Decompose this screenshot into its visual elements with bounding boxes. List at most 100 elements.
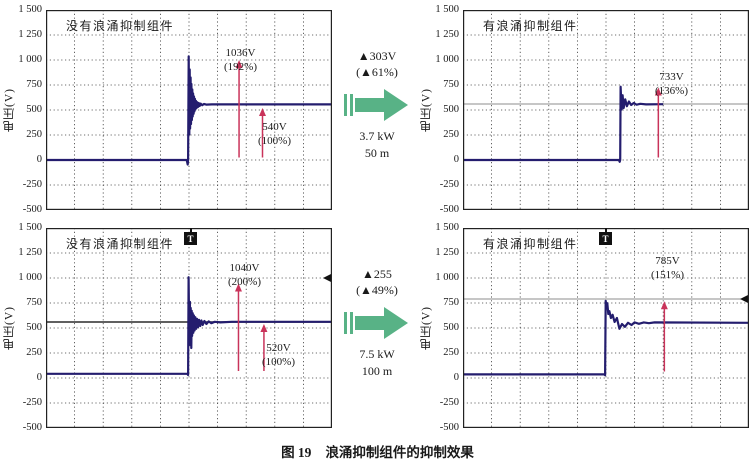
plot-area: 没有浪涌抑制组件 1036V (192%) 540V (100%) (46, 10, 332, 210)
chart-panel-top-right: 电压(V) 1 500 1 250 1 000 750 500 250 0 -250 -500 … (417, 4, 755, 217)
annotation-percent: (192%) (224, 61, 257, 74)
y-tick-label: 0 (453, 372, 459, 383)
oscilloscope-trace (46, 228, 332, 428)
y-tick-label: -500 (439, 422, 459, 433)
y-axis-ticks: 1 500 1 250 1 000 750 500 250 0 -250 -500 (429, 4, 461, 215)
edge-marker (740, 295, 748, 303)
y-tick-label: 250 (26, 347, 42, 358)
measure-arrowhead (259, 108, 267, 116)
annotation-peak: 1040V (200%) (228, 261, 261, 290)
right-arrow-icon (344, 307, 408, 340)
y-tick-label: -250 (22, 397, 42, 408)
annotation-value: 1036V (225, 47, 256, 59)
annotation-steady: 520V (100%) (262, 341, 295, 370)
y-tick-label: 500 (26, 104, 42, 115)
oscilloscope-trace (463, 228, 749, 428)
y-tick-label: 1 500 (435, 222, 459, 233)
waveform (463, 299, 749, 377)
annotation-value: 520V (266, 342, 291, 354)
annotation-percent: (100%) (258, 135, 291, 148)
plot-area: 没有浪涌抑制组件 T 1040V (200%) 520V (100%) (46, 228, 332, 428)
chart-panel-bottom-left: 电压(V) 1 500 1 250 1 000 750 500 250 0 -250 -500 … (0, 222, 340, 435)
figure-caption: 图 19 浪涌抑制组件的抑制效果 (0, 441, 755, 461)
annotation-steady: 540V (100%) (258, 120, 291, 149)
y-tick-label: -500 (22, 422, 42, 433)
y-tick-label: 750 (26, 79, 42, 90)
power-label: 3.7 kW (359, 129, 395, 144)
oscilloscope-trace (463, 10, 749, 210)
measure-arrowhead (260, 324, 268, 332)
chart-panel-bottom-right: 电压(V) 1 500 1 250 1 000 750 500 250 0 -250 -500 … (417, 222, 755, 435)
y-tick-label: 750 (26, 297, 42, 308)
y-tick-label: 1 250 (18, 247, 42, 258)
y-tick-label: 1 500 (18, 222, 42, 233)
delta-percent: (▲61%) (356, 65, 398, 80)
delta-voltage: ▲303V (357, 49, 397, 63)
trigger-marker: T (599, 228, 612, 245)
y-tick-label: 1 000 (18, 272, 42, 283)
edge-marker (323, 274, 331, 282)
annotation-percent: (200%) (228, 276, 261, 289)
transition-top: ▲303V (▲61%) 3.7 kW 50 m (337, 48, 417, 161)
y-tick-label: 250 (26, 129, 42, 140)
y-tick-label: 500 (26, 322, 42, 333)
annotation-value: 733V (659, 71, 684, 83)
y-tick-label: -250 (439, 397, 459, 408)
y-axis-ticks: 1 500 1 250 1 000 750 500 250 0 -250 -500 (429, 222, 461, 433)
y-axis-ticks: 1 500 1 250 1 000 750 500 250 0 -250 -500 (12, 4, 44, 215)
chart-title: 有浪涌抑制组件 (483, 19, 578, 33)
y-tick-label: 1 000 (18, 54, 42, 65)
y-tick-label: 1 000 (435, 272, 459, 283)
delta-voltage: ▲255 (362, 267, 392, 281)
annotation-peak: 733V (136%) (655, 70, 688, 99)
y-tick-label: 750 (443, 297, 459, 308)
right-arrow-icon (344, 89, 408, 122)
annotation-value: 1040V (229, 262, 260, 274)
measure-arrowhead (234, 283, 242, 292)
plot-area: 有浪涌抑制组件 T 785V (151%) (463, 228, 749, 428)
y-tick-label: 0 (36, 372, 42, 383)
y-axis-ticks: 1 500 1 250 1 000 750 500 250 0 -250 -500 (12, 222, 44, 433)
chart-title: 没有浪涌抑制组件 (66, 237, 175, 251)
trigger-marker: T (184, 228, 197, 245)
chart-title: 没有浪涌抑制组件 (66, 19, 175, 33)
y-tick-label: 0 (453, 154, 459, 165)
annotation-peak: 785V (151%) (651, 254, 684, 283)
y-tick-label: 1 250 (18, 29, 42, 40)
measure-arrowhead (660, 301, 668, 310)
delta-percent: (▲49%) (356, 283, 398, 298)
distance-label: 50 m (364, 145, 390, 160)
figure-number: 图 19 (281, 445, 312, 460)
y-tick-label: 250 (443, 347, 459, 358)
y-tick-label: -250 (22, 179, 42, 190)
y-tick-label: 1 250 (435, 29, 459, 40)
annotation-percent: (151%) (651, 269, 684, 282)
power-label: 7.5 kW (359, 347, 395, 362)
y-tick-label: 250 (443, 129, 459, 140)
y-tick-label: 500 (443, 104, 459, 115)
distance-label: 100 m (361, 363, 393, 378)
y-tick-label: 750 (443, 79, 459, 90)
y-tick-label: 1 500 (435, 4, 459, 15)
annotation-percent: (136%) (655, 85, 688, 98)
transition-bottom: ▲255 (▲49%) 7.5 kW 100 m (337, 266, 417, 379)
annotation-peak: 1036V (192%) (224, 46, 257, 75)
y-tick-label: 1 000 (435, 54, 459, 65)
plot-area: 有浪涌抑制组件 733V (136%) (463, 10, 749, 210)
y-tick-label: -500 (439, 204, 459, 215)
y-tick-label: 1 250 (435, 247, 459, 258)
oscilloscope-trace (46, 10, 332, 210)
measure-arrowhead (235, 60, 243, 68)
waveform (46, 55, 332, 166)
y-tick-label: -250 (439, 179, 459, 190)
waveform (463, 85, 664, 163)
measure-arrowhead (654, 87, 662, 96)
annotation-value: 540V (262, 121, 287, 133)
waveform (46, 276, 332, 377)
chart-title: 有浪涌抑制组件 (483, 237, 578, 251)
y-tick-label: 0 (36, 154, 42, 165)
y-tick-label: -500 (22, 204, 42, 215)
y-tick-label: 1 500 (18, 4, 42, 15)
annotation-value: 785V (655, 255, 680, 267)
